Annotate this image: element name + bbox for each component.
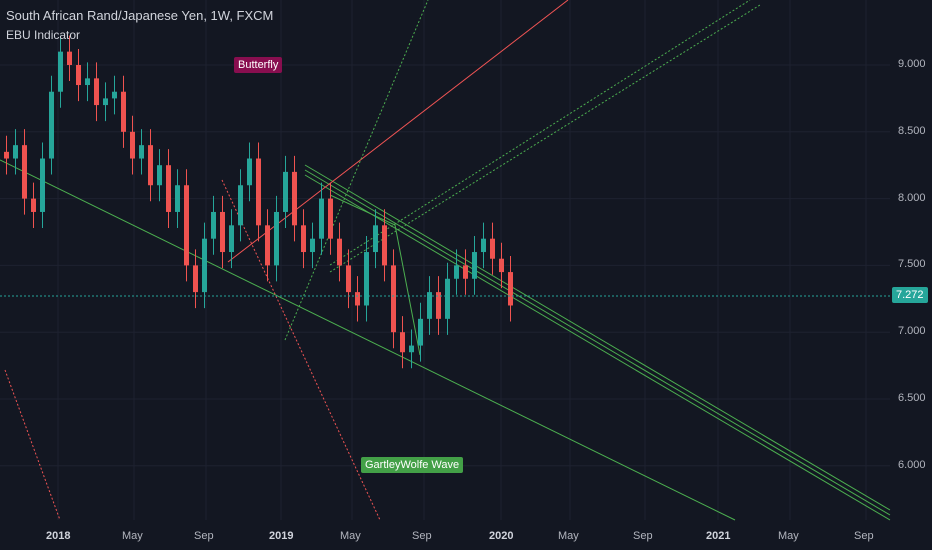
candle-body — [130, 131, 135, 159]
candle-body — [31, 198, 36, 212]
lower-trend-line[interactable] — [0, 159, 736, 521]
candle-body — [382, 225, 387, 266]
chart-title: South African Rand/Japanese Yen, 1W, FXC… — [6, 8, 274, 23]
upper-trend-line-3[interactable] — [304, 174, 891, 521]
candle-body — [40, 158, 45, 212]
chart-grid — [0, 0, 890, 520]
candle-body — [193, 265, 198, 293]
candle-body — [418, 318, 423, 346]
candle-body — [103, 98, 108, 106]
dotted-green-line-3[interactable] — [284, 0, 429, 341]
time-tick-label: Sep — [854, 530, 874, 542]
indicator-label[interactable]: EBU Indicator — [6, 28, 81, 42]
wolfe-pattern-outline[interactable] — [329, 194, 421, 356]
candle-body — [472, 252, 477, 279]
price-tick-label: 7.500 — [898, 258, 926, 271]
candle-body — [346, 265, 351, 293]
dotted-red-line-1[interactable] — [221, 179, 381, 521]
gartley-wolfe-label[interactable]: GartleyWolfe Wave — [361, 457, 464, 473]
dotted-green-line-1[interactable] — [329, 0, 751, 266]
time-tick-label: 2021 — [706, 530, 731, 542]
candle-body — [481, 238, 486, 253]
last-price-badge: 7.272 — [892, 287, 928, 303]
time-tick-label: May — [558, 530, 579, 542]
candle-body — [148, 145, 153, 186]
price-tick-label: 9.000 — [898, 58, 926, 70]
price-tick-label: 8.000 — [898, 191, 926, 204]
pattern-drawings — [0, 0, 891, 521]
price-tick-label: 6.000 — [898, 458, 926, 471]
time-tick-label: 2018 — [46, 530, 71, 542]
candle-body — [364, 252, 369, 306]
candle-body — [427, 292, 432, 319]
candle-body — [85, 78, 90, 86]
candle-body — [13, 145, 18, 159]
candle-body — [391, 265, 396, 333]
candle-body — [319, 198, 324, 239]
candle-body — [94, 78, 99, 106]
time-tick-label: May — [340, 530, 361, 542]
dotted-green-line-2[interactable] — [329, 4, 761, 273]
candle-body — [4, 151, 9, 159]
time-tick-label: May — [778, 530, 799, 542]
candle-body — [463, 265, 468, 279]
candle-body — [274, 211, 279, 266]
candle-body — [292, 171, 297, 226]
candle-body — [238, 185, 243, 226]
candle-body — [67, 51, 72, 65]
candle-body — [373, 225, 378, 253]
candle-body — [490, 238, 495, 259]
candle-body — [211, 211, 216, 239]
time-tick-label: Sep — [633, 530, 653, 542]
candle-body — [76, 65, 81, 86]
candle-body — [121, 91, 126, 132]
candle-body — [283, 171, 288, 212]
upper-trend-line-1[interactable] — [304, 164, 891, 511]
red-rising-line[interactable] — [227, 0, 569, 263]
price-tick-label: 8.500 — [898, 124, 926, 137]
candle-body — [265, 225, 270, 266]
candle-body — [157, 165, 162, 186]
candle-body — [22, 145, 27, 199]
candle-body — [499, 258, 504, 273]
dotted-red-line-2[interactable] — [4, 369, 61, 521]
candle-body — [436, 292, 441, 319]
time-tick-label: 2019 — [269, 530, 294, 542]
candle-body — [139, 145, 144, 159]
price-tick-label: 7.000 — [898, 325, 926, 338]
candle-body — [175, 185, 180, 212]
candle-body — [400, 332, 405, 353]
candle-body — [445, 278, 450, 319]
candle-body — [328, 198, 333, 239]
candle-body — [49, 91, 54, 159]
candle-body — [112, 91, 117, 99]
candle-body — [301, 225, 306, 253]
candle-body — [508, 272, 513, 306]
butterfly-label[interactable]: Butterfly — [234, 57, 283, 73]
candle-body — [229, 225, 234, 253]
time-tick-label: Sep — [412, 530, 432, 542]
candle-body — [166, 165, 171, 212]
candle-body — [409, 345, 414, 353]
time-tick-label: Sep — [194, 530, 214, 542]
candle-body — [454, 265, 459, 279]
candle-body — [202, 238, 207, 293]
price-tick-label: 6.500 — [898, 392, 926, 404]
candle-body — [220, 211, 225, 253]
candles — [4, 35, 513, 369]
candle-body — [58, 51, 63, 92]
candle-body — [247, 158, 252, 186]
time-tick-label: May — [122, 530, 143, 542]
candle-body — [310, 238, 315, 253]
candle-body — [256, 158, 261, 226]
candle-body — [184, 185, 189, 266]
candle-body — [355, 292, 360, 306]
time-tick-label: 2020 — [489, 530, 514, 542]
candle-body — [337, 238, 342, 266]
